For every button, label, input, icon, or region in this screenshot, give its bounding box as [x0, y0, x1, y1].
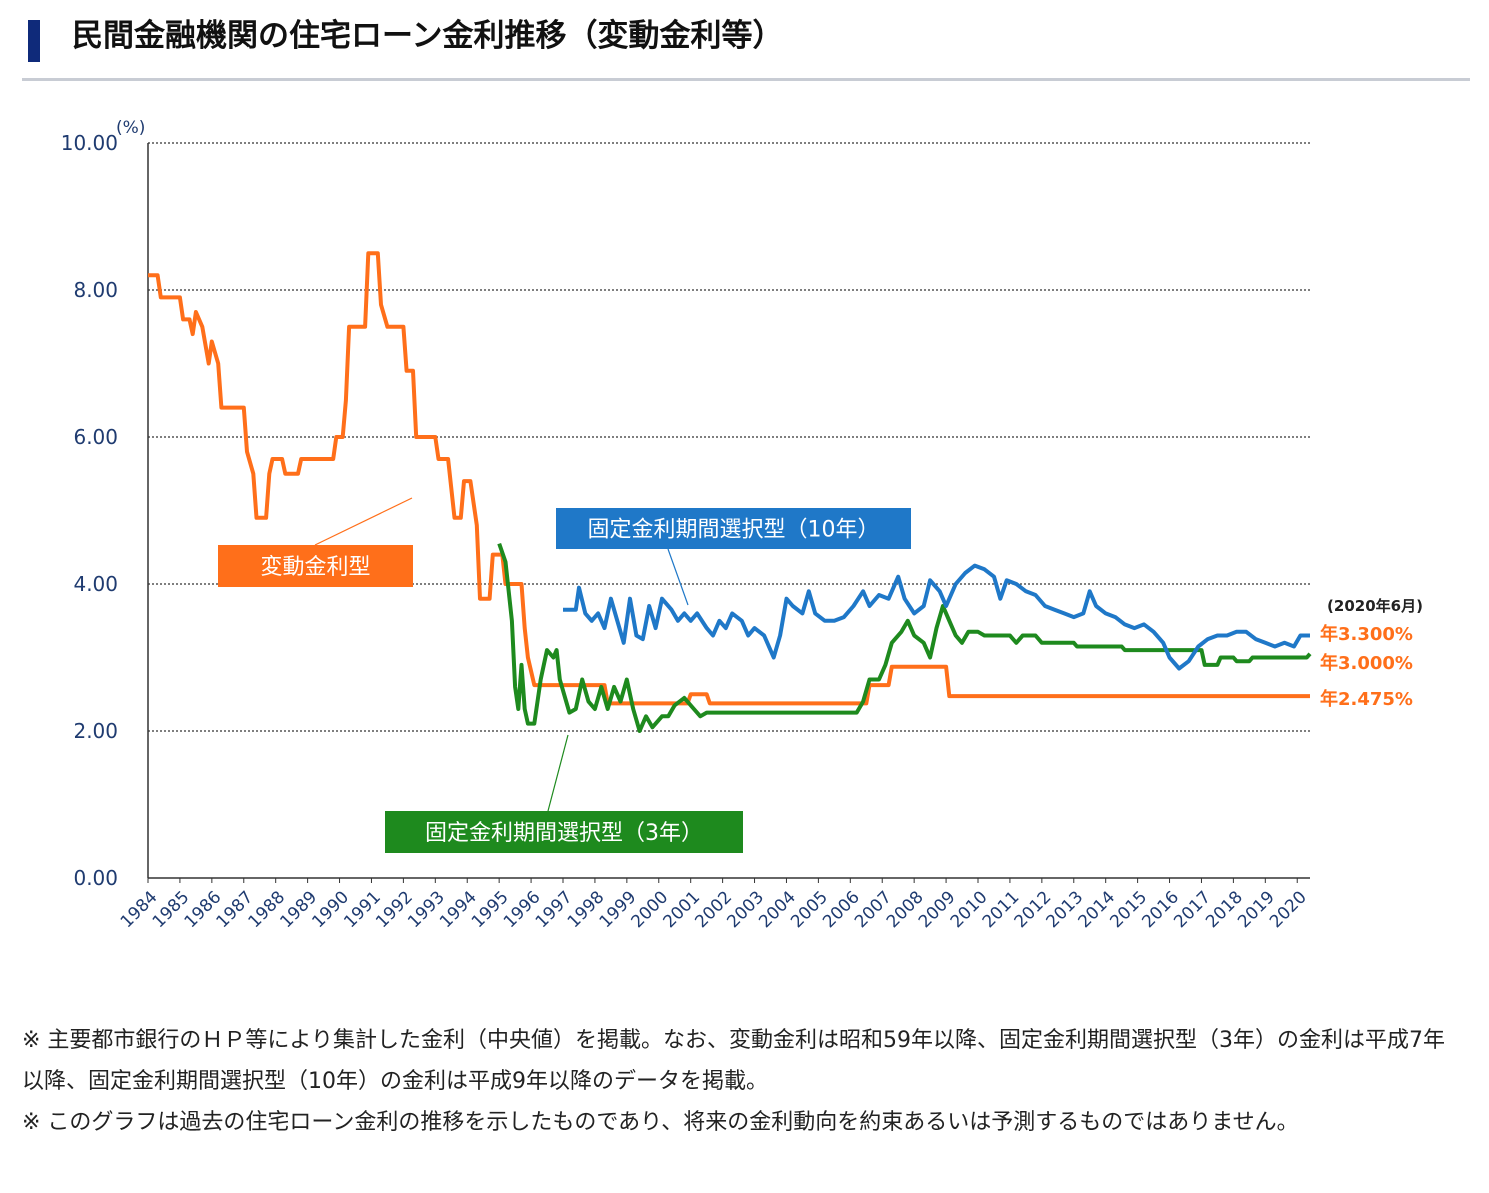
chart: 0.002.004.006.008.0010.00(%)198419851986… [61, 118, 1423, 932]
annotation: (2020年6月) [1327, 597, 1423, 615]
legend-label: 変動金利型 [260, 555, 370, 580]
legend-box [556, 508, 911, 549]
y-unit: (%) [116, 118, 145, 138]
y-tick-label: 4.00 [73, 572, 118, 596]
series-line [497, 542, 1312, 733]
y-tick-label: 8.00 [73, 278, 118, 302]
legend-label: 固定金利期間選択型（10年） [588, 518, 880, 543]
y-tick-label: 10.00 [61, 131, 118, 155]
title-marker [28, 20, 40, 62]
leader-line [314, 497, 413, 546]
annotation: 年2.475% [1320, 688, 1413, 710]
leader-line [547, 734, 569, 812]
y-tick-label: 2.00 [73, 719, 118, 743]
y-tick-label: 0.00 [73, 866, 118, 890]
y-tick-label: 6.00 [73, 425, 118, 449]
annotation: 年3.000% [1320, 652, 1413, 674]
legend-box [218, 545, 413, 587]
legend-box [385, 811, 743, 853]
leader-line [667, 548, 689, 606]
note: ※ 主要都市銀行のＨＰ等により集計した金利（中央値）を掲載。なお、変動金利は昭和… [22, 1028, 1445, 1094]
notes: ※ 主要都市銀行のＨＰ等により集計した金利（中央値）を掲載。なお、変動金利は昭和… [22, 1020, 1452, 1143]
note: ※ このグラフは過去の住宅ローン金利の推移を示したものであり、将来の金利動向を約… [22, 1110, 1299, 1135]
legend-label: 固定金利期間選択型（3年） [425, 821, 703, 846]
annotation: 年3.300% [1320, 623, 1413, 645]
series-line [563, 563, 1310, 671]
header: 民間金融機関の住宅ローン金利推移（変動金利等） [22, 12, 1470, 81]
title: 民間金融機関の住宅ローン金利推移（変動金利等） [72, 18, 784, 54]
x-tick-label: 2020 [1266, 887, 1311, 932]
series-line [148, 251, 1310, 706]
